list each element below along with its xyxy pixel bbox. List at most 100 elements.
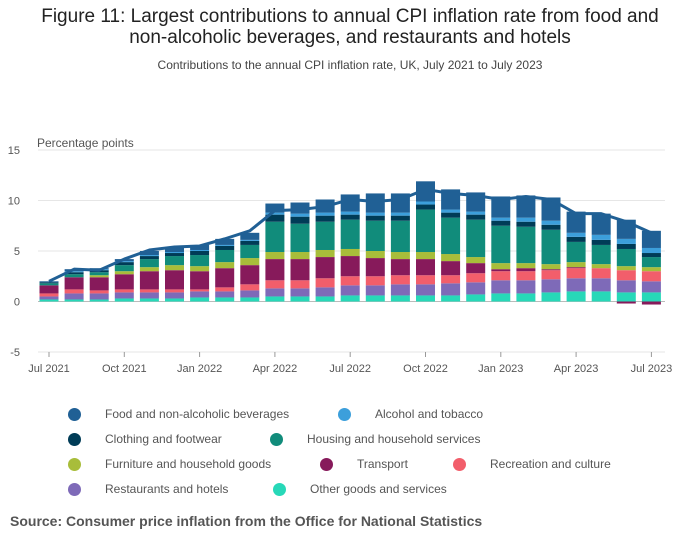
bar-segment <box>641 230 661 248</box>
bar-segment <box>340 248 360 257</box>
legend-label: Furniture and household goods <box>105 457 272 471</box>
bar-segment <box>315 257 335 279</box>
bar-segment <box>416 204 435 210</box>
bar-segment <box>441 209 461 213</box>
bar-segment <box>215 245 235 250</box>
bar-segment <box>64 271 84 273</box>
bar-segment <box>441 254 461 262</box>
bar-segment <box>616 238 636 244</box>
bar-segment <box>516 221 536 227</box>
bar-segment <box>240 258 260 266</box>
legend-item: Food and non-alcoholic beverages <box>68 405 289 423</box>
bar-segment <box>165 246 184 253</box>
bar-segment <box>215 244 235 246</box>
bar-segment <box>340 194 360 212</box>
bar-segment <box>215 287 235 292</box>
bar-segment <box>365 258 385 277</box>
bar-segment <box>516 271 536 281</box>
bar-segment <box>165 298 184 302</box>
bar-segment <box>491 271 511 281</box>
chart-title-line-1: Figure 11: Largest contributions to annu… <box>41 6 659 27</box>
bar-segment <box>114 289 134 293</box>
bar-segment <box>566 211 586 233</box>
bar-segment <box>516 263 536 269</box>
bar-segment <box>190 289 210 292</box>
bar-segment <box>89 272 109 276</box>
bar-segment <box>39 282 59 284</box>
legend-label: Alcohol and tobacco <box>375 407 484 421</box>
bar-segment <box>566 268 586 279</box>
bar-segment <box>591 239 611 245</box>
bar-segment <box>340 219 360 249</box>
chart-title: Figure 11: Largest contributions to annu… <box>0 6 700 48</box>
bar-segment <box>139 292 159 299</box>
bar-segment <box>641 301 661 305</box>
bar-segment <box>89 299 109 302</box>
bar-segment <box>139 289 159 293</box>
bar-segment <box>265 203 285 213</box>
legend-swatch <box>68 407 81 421</box>
bar-segment <box>516 195 536 218</box>
bar-segment <box>240 240 260 245</box>
bar-segment <box>541 264 561 270</box>
x-tick-label: Oct 2021 <box>102 363 147 375</box>
bar-segment <box>215 238 235 245</box>
bar-segment <box>491 269 511 272</box>
legend-item: Alcohol and tobacco <box>338 405 483 423</box>
bar-segment <box>265 259 285 281</box>
bar-segment <box>591 264 611 269</box>
bar-segment <box>64 274 84 278</box>
bar-segment <box>290 213 310 217</box>
bar-segment <box>441 261 461 276</box>
bar-segment <box>39 299 59 302</box>
legend-label: Food and non-alcoholic beverages <box>105 407 290 421</box>
bar-segment <box>114 261 134 263</box>
bar-segment <box>265 288 285 297</box>
y-tick-label: 5 <box>14 246 20 258</box>
bar-segment <box>416 284 435 296</box>
x-axis: Jul 2021 Oct 2021 Jan 2022 Apr 2022 Jul 2022… <box>28 352 672 375</box>
bar-segment <box>365 276 385 286</box>
legend-label: Transport <box>357 457 408 471</box>
bar-segment <box>466 263 486 274</box>
bar-segment <box>566 291 586 302</box>
chart-title-line-2: non-alcoholic beverages, and restaurants… <box>129 27 571 48</box>
bar-segment <box>516 217 536 222</box>
bar-segment <box>541 279 561 293</box>
legend-label: Restaurants and hotels <box>105 482 229 496</box>
bar-segment <box>190 251 210 256</box>
bar-segment <box>541 270 561 280</box>
x-tick-label: Jul 2021 <box>28 363 70 375</box>
bar-segment <box>466 219 486 258</box>
bar-segment <box>215 262 235 269</box>
bar-segment <box>416 252 435 260</box>
bar-segment <box>315 212 335 216</box>
source-note: Source: Consumer price inflation from th… <box>10 513 483 529</box>
bar-segment <box>165 270 184 290</box>
bar-segment <box>566 236 586 242</box>
bar-segment <box>190 297 210 302</box>
bar-segment <box>315 287 335 297</box>
bar-segment <box>390 275 410 285</box>
bar-segment <box>165 256 184 266</box>
bar-segment <box>240 297 260 302</box>
bar-segment <box>265 296 285 302</box>
bar-segment <box>416 275 435 285</box>
y-tick-label: 10 <box>8 196 20 208</box>
bar-segment <box>641 267 661 272</box>
bar-segment <box>240 265 260 285</box>
stacked-bar-chart: Jul 2021 Oct 2021 Jan 2022 Apr 2022 Jul 2022… <box>8 136 672 375</box>
total-line <box>48 187 653 283</box>
bar-segment <box>89 293 109 300</box>
x-tick-label: Jan 2023 <box>478 363 523 375</box>
bar-segment <box>441 283 461 296</box>
bar-segment <box>240 244 260 259</box>
bar-segment <box>139 251 159 256</box>
bar-segment <box>290 223 310 253</box>
bar-segment <box>114 265 134 272</box>
bar-segment <box>290 280 310 289</box>
bar-segment <box>64 299 84 302</box>
legend-swatch <box>338 407 351 421</box>
bar-segment <box>491 196 511 218</box>
bar-segment <box>290 288 310 297</box>
